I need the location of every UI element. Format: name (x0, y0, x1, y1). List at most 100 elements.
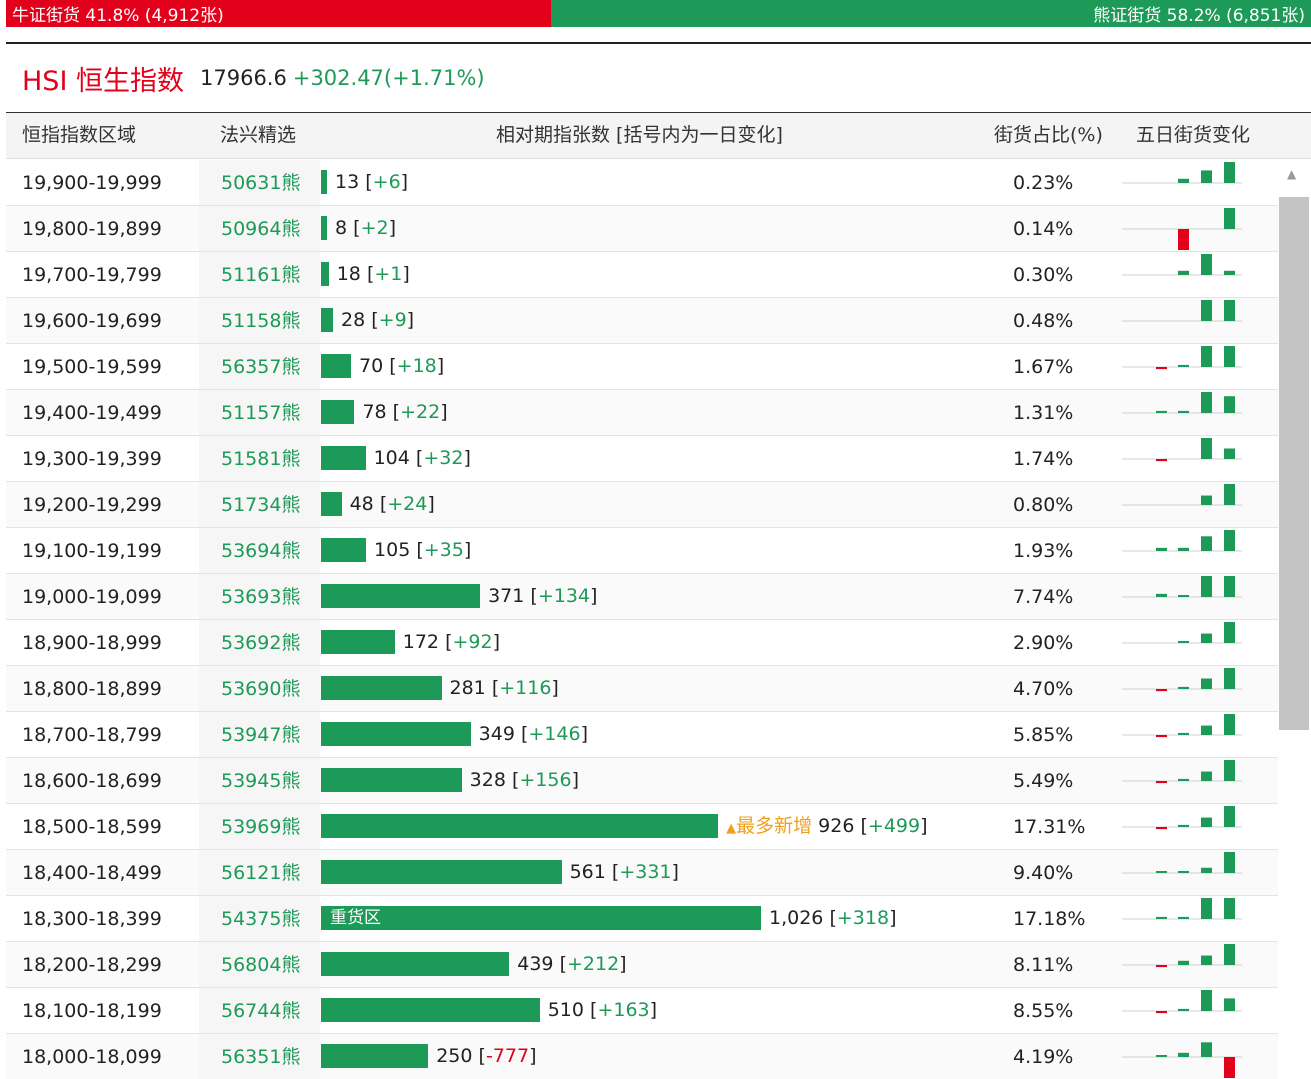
range-cell: 19,000-19,099 (22, 586, 162, 608)
table-row[interactable]: 18,000-18,099 56351熊 250 [-777] 4.19% (6, 1034, 1278, 1079)
warrant-code-link[interactable]: 53690熊 (199, 666, 320, 711)
table-row[interactable]: 18,500-18,599 53969熊 ▲最多新增 926 [+499] 17.31… (6, 804, 1278, 850)
sparkline-bar (1224, 852, 1235, 873)
bracket-close: ] (571, 769, 579, 791)
five-day-sparkline (1122, 576, 1242, 598)
warrant-code-link[interactable]: 51157熊 (199, 390, 320, 435)
warrant-code-link[interactable]: 54375熊 (199, 896, 320, 941)
five-day-sparkline (1122, 668, 1242, 692)
sparkline-bar (1178, 178, 1189, 183)
daily-change-value: +134 (537, 585, 591, 607)
count-value: 28 (341, 309, 366, 331)
warrant-code-link[interactable]: 53692熊 (199, 620, 320, 665)
warrant-code-link[interactable]: 53947熊 (199, 712, 320, 757)
count-bar (321, 722, 471, 746)
table-row[interactable]: 19,300-19,399 51581熊 104 [+32] 1.74% (6, 436, 1278, 482)
sparkline-bar (1224, 622, 1235, 643)
table-row[interactable]: 19,700-19,799 51161熊 18 [+1] 0.30% (6, 252, 1278, 298)
warrant-code-link[interactable]: 53969熊 (199, 804, 320, 849)
table-row[interactable]: 18,600-18,699 53945熊 328 [+156] 5.49% (6, 758, 1278, 804)
five-day-sparkline (1122, 208, 1242, 250)
table-row[interactable]: 18,300-18,399 54375熊 重货区 1,026 [+318] 17.18% (6, 896, 1278, 942)
index-header: HSI 恒生指数 17966.6 +302.47(+1.71%) (22, 58, 485, 98)
divider (6, 42, 1311, 44)
daily-change-value: +9 (378, 309, 407, 331)
five-day-sparkline (1122, 944, 1242, 968)
bracket-close: ] (492, 631, 501, 653)
share-percent: 2.90% (1013, 632, 1074, 654)
count-bar (321, 906, 761, 930)
count-label: 561 [+331] (570, 850, 679, 895)
share-percent: 0.30% (1013, 264, 1074, 286)
table-row[interactable]: 19,500-19,599 56357熊 70 [+18] 1.67% (6, 344, 1278, 390)
bull-share-segment: 牛证街货 41.8% (4,912张) (6, 0, 552, 27)
sparkline-bar (1156, 1055, 1167, 1057)
warrant-code-link[interactable]: 51581熊 (199, 436, 320, 481)
table-row[interactable]: 19,200-19,299 51734熊 48 [+24] 0.80% (6, 482, 1278, 528)
warrant-code-link[interactable]: 56744熊 (199, 988, 320, 1033)
table-row[interactable]: 19,000-19,099 53693熊 371 [+134] 7.74% (6, 574, 1278, 620)
count-value: 104 (373, 447, 410, 469)
table-row[interactable]: 18,800-18,899 53690熊 281 [+116] 4.70% (6, 666, 1278, 712)
sparkline-bar (1201, 170, 1212, 183)
sparkline-bar (1178, 641, 1189, 643)
warrant-code-link[interactable]: 51161熊 (199, 252, 320, 297)
warrant-code-link[interactable]: 50631熊 (199, 160, 320, 205)
bracket-close: ] (619, 953, 627, 975)
count-bar (321, 538, 367, 562)
table-row[interactable]: 19,900-19,999 50631熊 13 [+6] 0.23% (6, 160, 1278, 206)
bracket-open: [ (478, 1045, 486, 1067)
sparkline-bar (1224, 346, 1235, 367)
table-row[interactable]: 18,700-18,799 53947熊 349 [+146] 5.85% (6, 712, 1278, 758)
bracket-open: [ (445, 631, 453, 653)
daily-change-value: +32 (423, 447, 464, 469)
warrant-code-link[interactable]: 51158熊 (199, 298, 320, 343)
daily-change-value: +92 (452, 631, 493, 653)
sparkline-bar (1224, 1057, 1235, 1078)
table-row[interactable]: 18,100-18,199 56744熊 510 [+163] 8.55% (6, 988, 1278, 1034)
warrant-code-link[interactable]: 56351熊 (199, 1034, 320, 1079)
share-percent: 1.67% (1013, 356, 1074, 378)
warrant-code-link[interactable]: 50964熊 (199, 206, 320, 251)
count-label: 105 [+35] (374, 528, 471, 573)
sparkline-bar (1224, 898, 1235, 919)
table-row[interactable]: 18,200-18,299 56804熊 439 [+212] 8.11% (6, 942, 1278, 988)
bracket-open: [ (520, 723, 529, 745)
warrant-code-link[interactable]: 56357熊 (199, 344, 320, 389)
share-percent: 17.18% (1013, 908, 1086, 930)
sparkline-bar (1201, 898, 1212, 919)
scrollbar-thumb[interactable] (1279, 197, 1309, 730)
table-row[interactable]: 19,400-19,499 51157熊 78 [+22] 1.31% (6, 390, 1278, 436)
warrant-code-link[interactable]: 53694熊 (199, 528, 320, 573)
table-row[interactable]: 19,800-19,899 50964熊 8 [+2] 0.14% (6, 206, 1278, 252)
warrant-code-link[interactable]: 51734熊 (199, 482, 320, 527)
sparkline-bar (1201, 576, 1212, 597)
count-bar (321, 584, 481, 608)
bracket-open: [ (415, 447, 424, 469)
warrant-code-link[interactable]: 53693熊 (199, 574, 320, 619)
sparkline-bar (1224, 162, 1235, 183)
table-row[interactable]: 19,600-19,699 51158熊 28 [+9] 0.48% (6, 298, 1278, 344)
table-row[interactable]: 18,900-18,999 53692熊 172 [+92] 2.90% (6, 620, 1278, 666)
count-value: 1,026 (769, 907, 824, 929)
daily-change-value: +1 (374, 263, 403, 285)
index-name[interactable]: HSI 恒生指数 (22, 65, 184, 97)
table-row[interactable]: 19,100-19,199 53694熊 105 [+35] 1.93% (6, 528, 1278, 574)
scroll-up-arrow-icon[interactable]: ▲ (1287, 167, 1297, 181)
scrollbar[interactable]: ▲ (1279, 160, 1309, 1079)
warrant-code-link[interactable]: 53945熊 (199, 758, 320, 803)
warrant-code-link[interactable]: 56121熊 (199, 850, 320, 895)
daily-change-value: +146 (528, 723, 581, 745)
table-body[interactable]: 19,900-19,999 50631熊 13 [+6] 0.23% 19,800-19… (6, 160, 1278, 1079)
count-label: 70 [+18] (359, 344, 444, 389)
warrant-code-link[interactable]: 56804熊 (199, 942, 320, 987)
share-percent: 0.23% (1013, 172, 1074, 194)
sparkline-bar (1224, 396, 1235, 413)
sparkline-bar (1224, 714, 1235, 735)
column-header-range: 恒指指数区域 (22, 124, 137, 146)
sparkline-bar (1224, 998, 1235, 1011)
count-label: 78 [+22] (362, 390, 447, 435)
sparkline-bar (1201, 771, 1212, 781)
sparkline-bar (1224, 668, 1235, 689)
table-row[interactable]: 18,400-18,499 56121熊 561 [+331] 9.40% (6, 850, 1278, 896)
